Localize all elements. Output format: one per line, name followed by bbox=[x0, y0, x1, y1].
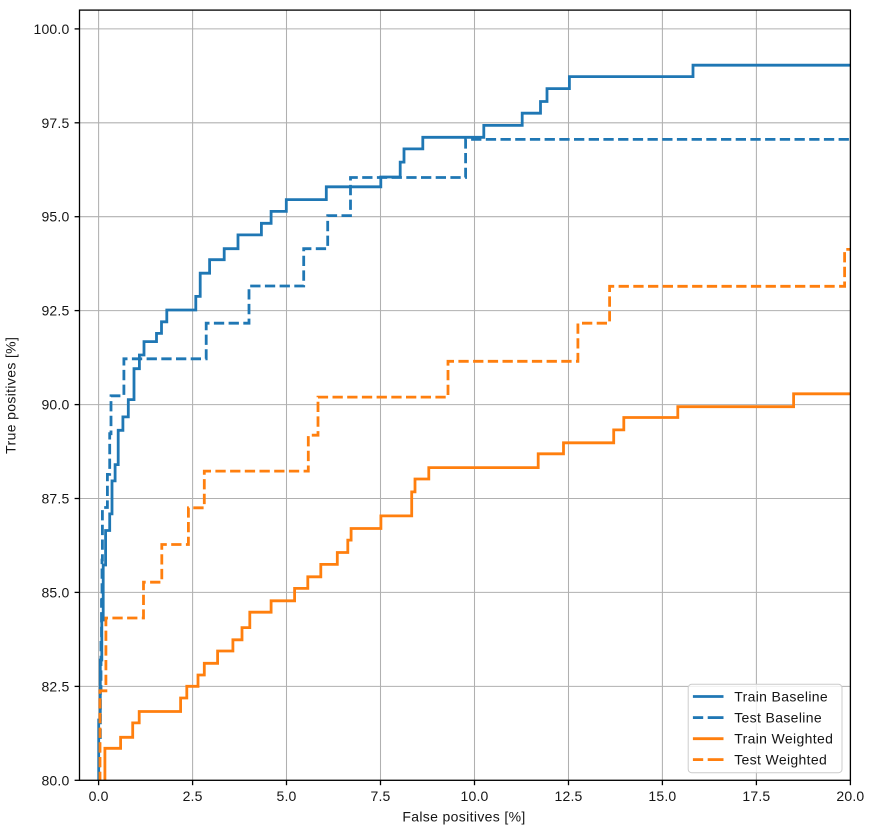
svg-text:Train Weighted: Train Weighted bbox=[734, 731, 833, 747]
svg-text:12.5: 12.5 bbox=[554, 788, 582, 804]
svg-text:10.0: 10.0 bbox=[460, 788, 488, 804]
svg-text:False positives [%]: False positives [%] bbox=[402, 809, 525, 825]
svg-text:7.5: 7.5 bbox=[370, 788, 390, 804]
svg-text:Test Baseline: Test Baseline bbox=[734, 710, 822, 726]
svg-text:90.0: 90.0 bbox=[41, 397, 69, 413]
svg-text:92.5: 92.5 bbox=[41, 303, 69, 319]
svg-text:80.0: 80.0 bbox=[41, 772, 69, 788]
svg-text:82.5: 82.5 bbox=[41, 678, 69, 694]
svg-text:Test Weighted: Test Weighted bbox=[734, 752, 827, 768]
svg-text:17.5: 17.5 bbox=[742, 788, 770, 804]
svg-text:5.0: 5.0 bbox=[276, 788, 296, 804]
svg-text:2.5: 2.5 bbox=[183, 788, 203, 804]
svg-text:True positives [%]: True positives [%] bbox=[3, 337, 19, 454]
svg-text:85.0: 85.0 bbox=[41, 584, 69, 600]
svg-text:97.5: 97.5 bbox=[41, 115, 69, 131]
svg-text:100.0: 100.0 bbox=[33, 21, 69, 37]
svg-text:Train Baseline: Train Baseline bbox=[734, 689, 828, 705]
svg-text:20.0: 20.0 bbox=[836, 788, 864, 804]
svg-text:15.0: 15.0 bbox=[648, 788, 676, 804]
svg-text:87.5: 87.5 bbox=[41, 491, 69, 507]
svg-text:95.0: 95.0 bbox=[41, 209, 69, 225]
svg-text:0.0: 0.0 bbox=[89, 788, 109, 804]
